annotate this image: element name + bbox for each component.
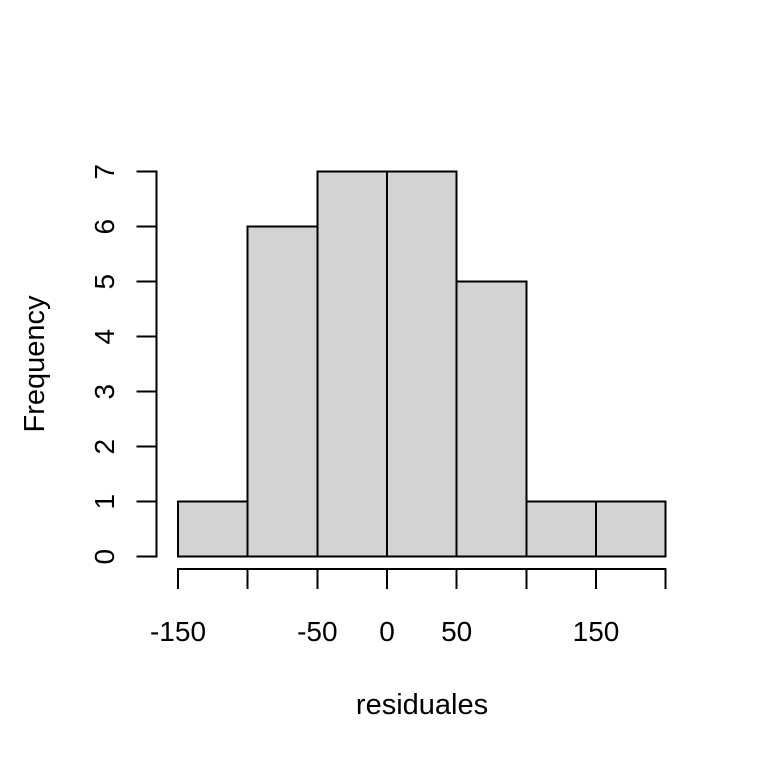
y-tick-label: 2 xyxy=(89,439,120,455)
histogram-bars xyxy=(177,170,667,558)
histogram-bar xyxy=(386,170,458,558)
histogram-bar xyxy=(246,225,319,558)
x-tick-label: 50 xyxy=(441,616,472,647)
y-tick-label: 1 xyxy=(89,494,120,510)
y-axis: 0 1 2 3 4 5 6 7 xyxy=(89,164,158,565)
histogram-bar xyxy=(525,500,598,558)
x-tick-label: -50 xyxy=(297,616,337,647)
x-axis: -150 -50 0 50 150 xyxy=(150,568,667,647)
y-tick-label: 4 xyxy=(89,329,120,345)
y-tick-label: 7 xyxy=(89,164,120,180)
x-axis-title: residuales xyxy=(356,689,488,721)
x-tick-label: 0 xyxy=(379,616,395,647)
y-axis-title: Frequency xyxy=(19,295,51,433)
y-tick-label: 5 xyxy=(89,274,120,290)
x-tick-label: 150 xyxy=(573,616,620,647)
y-tick-label: 0 xyxy=(89,549,120,565)
y-tick-label: 6 xyxy=(89,219,120,235)
y-tick-label: 3 xyxy=(89,384,120,400)
histogram-bar xyxy=(316,170,389,558)
histogram-bar xyxy=(595,500,667,558)
x-tick-label: -150 xyxy=(150,616,206,647)
histogram-bar xyxy=(177,500,249,558)
histogram-bar xyxy=(455,280,528,558)
